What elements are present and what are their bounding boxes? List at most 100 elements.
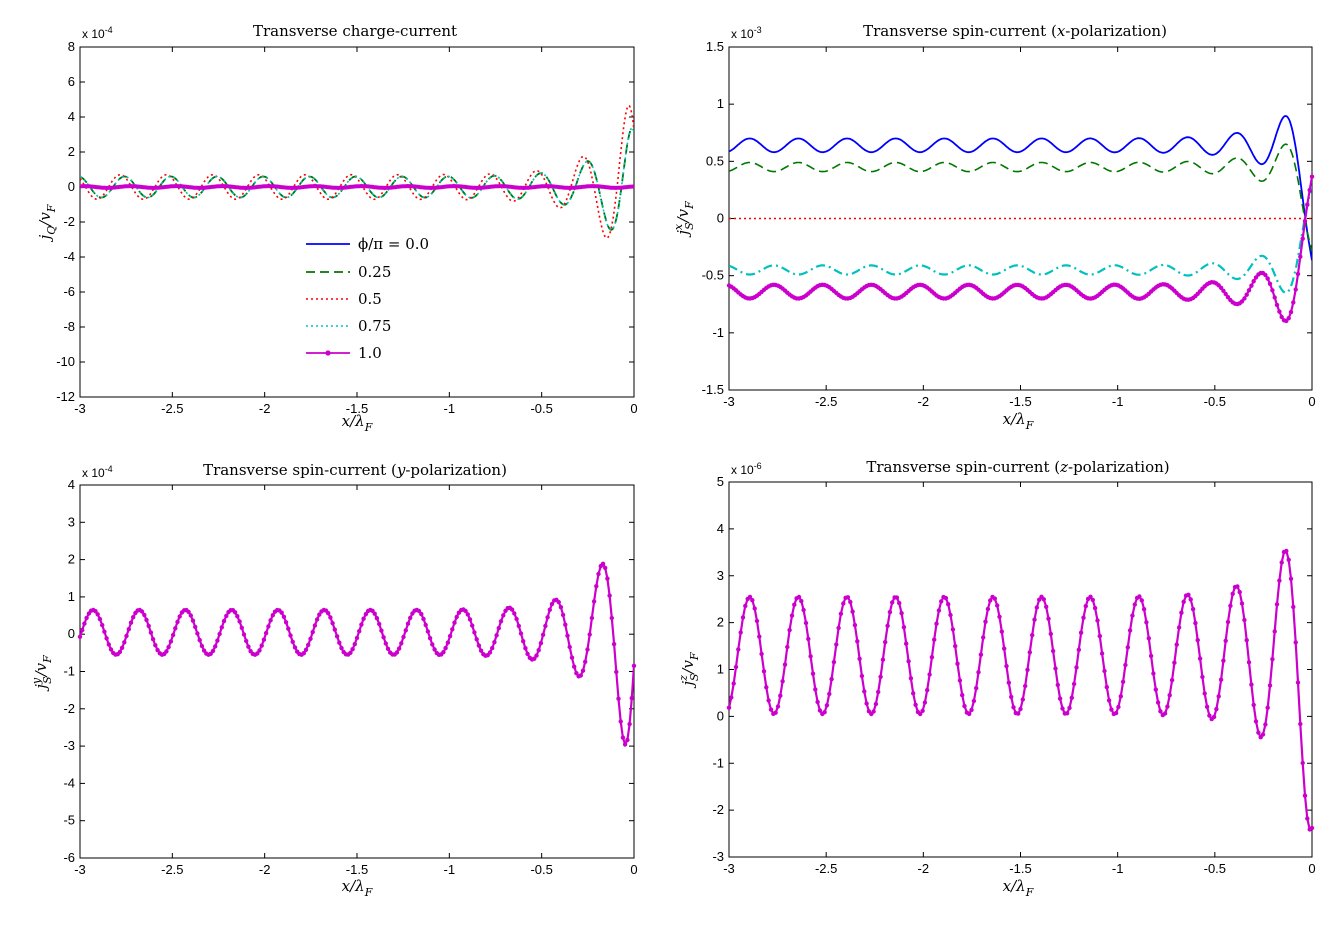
series-point-0 bbox=[1064, 711, 1070, 716]
series-line-2 bbox=[80, 104, 634, 239]
series-point-0 bbox=[747, 594, 753, 600]
series-point-0 bbox=[565, 633, 570, 638]
chart-title: Transverse spin-current (z-polarization) bbox=[866, 458, 1169, 476]
series-point-0 bbox=[1146, 636, 1152, 641]
series-point-0 bbox=[312, 623, 318, 628]
y-tick-label: 0 bbox=[68, 626, 75, 641]
series-point-0 bbox=[897, 600, 902, 606]
series-point-0 bbox=[352, 641, 357, 647]
series-point-0 bbox=[195, 631, 200, 636]
plot-frame bbox=[79, 46, 635, 398]
series-point-0 bbox=[532, 656, 537, 661]
series-point-0 bbox=[1202, 691, 1207, 696]
series-point-0 bbox=[221, 618, 227, 624]
series-point-0 bbox=[408, 615, 413, 621]
series-point-0 bbox=[752, 606, 757, 611]
series-point-0 bbox=[1123, 662, 1128, 668]
series-point-0 bbox=[625, 737, 630, 743]
series-line-4 bbox=[80, 184, 634, 190]
y-axis-label: jyS/vF bbox=[30, 655, 54, 692]
series-point-0 bbox=[164, 649, 169, 654]
series-point-0 bbox=[787, 627, 792, 633]
series-point-0 bbox=[901, 625, 907, 630]
x-tick-label: 0 bbox=[630, 401, 637, 416]
series-point-0 bbox=[139, 609, 145, 614]
series-point-0 bbox=[1011, 705, 1016, 710]
y-tick-label: -1 bbox=[63, 664, 75, 679]
series-point-0 bbox=[978, 652, 984, 657]
series-point-0 bbox=[969, 707, 974, 713]
series-point-0 bbox=[609, 615, 614, 621]
series-point-0 bbox=[999, 629, 1004, 634]
series-point-0 bbox=[1139, 598, 1145, 603]
series-point-0 bbox=[810, 671, 816, 676]
series-point-0 bbox=[976, 670, 981, 675]
series-point-0 bbox=[1162, 711, 1168, 716]
series-point-0 bbox=[244, 638, 249, 644]
series-point-0 bbox=[131, 615, 136, 620]
series-point-0 bbox=[1169, 677, 1175, 683]
series-point-0 bbox=[946, 602, 951, 607]
series-point-0 bbox=[310, 629, 315, 635]
x-tick-label: -0.5 bbox=[530, 401, 552, 416]
series-point-0 bbox=[580, 668, 586, 673]
series-point-0 bbox=[908, 676, 914, 681]
series-point-0 bbox=[585, 647, 590, 652]
series-point-0 bbox=[1090, 597, 1096, 603]
series-point-0 bbox=[97, 616, 103, 622]
y-tick-label: 3 bbox=[68, 514, 75, 529]
series-line-3 bbox=[80, 127, 634, 231]
series-point-0 bbox=[859, 673, 865, 679]
series-point-0 bbox=[563, 622, 568, 627]
y-tick-label: 6 bbox=[68, 74, 75, 89]
series-point-0 bbox=[330, 621, 335, 626]
series-point-0 bbox=[1288, 576, 1294, 581]
series-point-0 bbox=[950, 627, 956, 632]
series-point-0 bbox=[463, 608, 468, 614]
series-point-0 bbox=[1099, 651, 1105, 656]
series-point-0 bbox=[540, 632, 546, 637]
series-point-0 bbox=[759, 651, 764, 657]
series-point-4 bbox=[1288, 309, 1294, 315]
series-point-0 bbox=[992, 596, 997, 601]
series-point-0 bbox=[170, 632, 176, 638]
series-point-0 bbox=[1018, 706, 1023, 712]
series-point-0 bbox=[286, 626, 291, 631]
series-point-0 bbox=[939, 599, 944, 604]
series-point-0 bbox=[1155, 700, 1161, 705]
series-point-0 bbox=[1195, 637, 1200, 643]
series-point-4 bbox=[1263, 272, 1268, 278]
series-point-0 bbox=[153, 643, 158, 648]
series-point-0 bbox=[1230, 591, 1235, 596]
series-point-0 bbox=[425, 629, 431, 634]
series-point-0 bbox=[1270, 657, 1275, 662]
series-point-0 bbox=[199, 643, 205, 649]
series-point-4 bbox=[1253, 275, 1259, 280]
series-point-0 bbox=[750, 598, 755, 603]
series-point-0 bbox=[761, 669, 767, 674]
series-point-0 bbox=[281, 614, 287, 619]
series-point-0 bbox=[292, 645, 298, 650]
y-tick-label: 0 bbox=[717, 708, 724, 723]
y-tick-label: -6 bbox=[63, 850, 75, 865]
series-point-0 bbox=[1041, 597, 1047, 602]
x-axis-label: x/λF bbox=[1003, 877, 1034, 899]
series-point-0 bbox=[589, 615, 595, 621]
series-point-0 bbox=[142, 612, 147, 618]
series-point-0 bbox=[401, 634, 406, 640]
series-point-0 bbox=[1190, 606, 1196, 612]
series-point-0 bbox=[827, 691, 832, 697]
series-point-0 bbox=[731, 681, 736, 686]
series-point-0 bbox=[883, 639, 888, 645]
series-point-0 bbox=[1244, 638, 1249, 643]
series-point-0 bbox=[177, 614, 182, 619]
series-point-0 bbox=[472, 630, 477, 635]
series-point-0 bbox=[848, 599, 853, 605]
series-point-0 bbox=[1137, 594, 1142, 599]
panel-spin-y: Transverse spin-current (y-polarization)… bbox=[30, 461, 638, 899]
plot-frame bbox=[728, 481, 1313, 858]
series-point-0 bbox=[611, 641, 617, 647]
series-point-4 bbox=[1272, 295, 1277, 300]
series-point-4 bbox=[1295, 271, 1301, 277]
